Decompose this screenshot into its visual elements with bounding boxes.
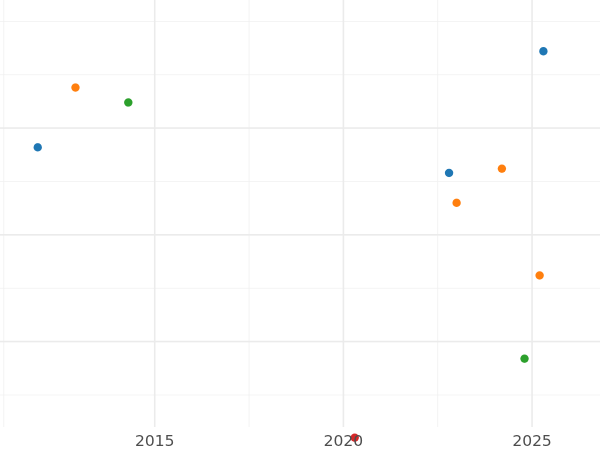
data-point [535, 271, 544, 280]
data-point [71, 83, 80, 92]
data-point [520, 354, 529, 363]
x-tick-label: 2020 [324, 432, 363, 450]
x-tick-label: 2025 [512, 432, 551, 450]
data-point [452, 198, 461, 208]
data-point [539, 47, 548, 56]
data-points [33, 47, 548, 442]
data-point [124, 98, 133, 107]
data-point [497, 164, 507, 173]
data-point [33, 143, 42, 152]
minor-gridlines [0, 0, 600, 427]
x-tick-label: 2015 [135, 432, 174, 450]
major-gridlines [0, 0, 600, 427]
data-point [350, 433, 359, 442]
data-point [444, 168, 454, 178]
x-axis-tick-labels: 2015 2020 2025 [135, 432, 552, 450]
